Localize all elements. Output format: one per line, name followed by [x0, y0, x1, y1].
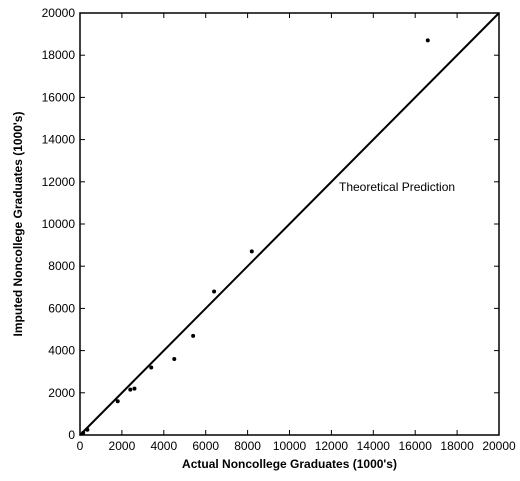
data-point [191, 333, 196, 338]
y-tick-labels: 0 2000 4000 6000 8000 10000 12000 14000 16000 180… [42, 6, 76, 442]
y-tick-label: 14000 [42, 133, 76, 147]
y-tick-label: 10000 [42, 217, 76, 231]
data-point [81, 430, 86, 435]
theoretical-prediction-line [79, 12, 500, 436]
data-point [128, 387, 133, 392]
y-tick-label: 20000 [42, 6, 76, 20]
x-tick-label: 18000 [440, 439, 474, 453]
data-point [115, 399, 120, 404]
x-axis-title: Actual Noncollege Graduates (1000's) [182, 457, 397, 471]
x-tick-label: 2000 [109, 439, 136, 453]
theoretical-prediction-label: Theoretical Prediction [339, 180, 455, 194]
y-tick-label: 16000 [42, 90, 76, 104]
x-tick-label: 20000 [482, 439, 516, 453]
x-tick-label: 6000 [192, 439, 219, 453]
x-tick-label: 10000 [273, 439, 307, 453]
x-tick-labels: 0 2000 4000 6000 8000 10000 12000 14000 16000 180… [77, 439, 516, 453]
data-point [85, 427, 90, 432]
data-point [212, 289, 217, 294]
data-point [132, 386, 137, 391]
data-points [81, 38, 430, 435]
data-point [172, 357, 177, 362]
y-tick-label: 18000 [42, 48, 76, 62]
x-tick-label: 12000 [315, 439, 349, 453]
x-tick-label: 4000 [150, 439, 177, 453]
y-tick-label: 8000 [48, 259, 75, 273]
tick-marks [79, 12, 500, 436]
y-tick-label: 6000 [48, 301, 75, 315]
x-tick-label: 8000 [234, 439, 261, 453]
y-tick-label: 2000 [48, 386, 75, 400]
y-tick-label: 0 [68, 428, 75, 442]
y-tick-label: 12000 [42, 175, 76, 189]
data-point [249, 249, 254, 254]
x-tick-label: 16000 [399, 439, 433, 453]
data-point [425, 38, 430, 43]
data-point [149, 365, 154, 370]
x-tick-label: 0 [77, 439, 84, 453]
y-axis-title: Imputed Noncollege Graduates (1000's) [11, 112, 25, 337]
y-tick-label: 4000 [48, 344, 75, 358]
x-tick-label: 14000 [357, 439, 391, 453]
